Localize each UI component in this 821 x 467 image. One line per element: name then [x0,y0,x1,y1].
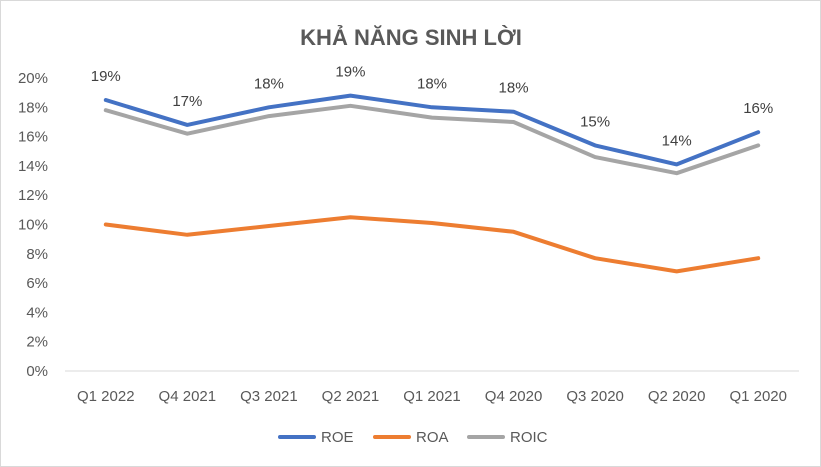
data-point-roic [185,132,189,136]
legend-label-roic: ROIC [510,429,548,446]
data-point-roic [348,104,352,108]
data-point-roe [185,123,189,127]
data-point-roa [267,224,271,228]
x-tick-label: Q1 2021 [403,388,461,405]
data-point-roa [348,215,352,219]
data-label-roe: 18% [254,75,284,92]
x-tick-label: Q4 2020 [485,388,543,405]
data-label-roe: 15% [580,113,610,130]
data-point-roe [267,105,271,109]
x-tick-label: Q3 2020 [566,388,624,405]
y-tick-label: 20% [18,70,48,87]
y-tick-label: 12% [18,187,48,204]
data-label-roe: 14% [662,132,692,149]
series-line-roic [103,103,761,176]
axes: 0% 2% 4% 6% 8% 10% 12% 14% 16% 18% 20% Q1 2022 Q4 20… [18,70,799,405]
x-tick-label: Q1 2022 [77,388,135,405]
series-line-roe [103,93,761,167]
data-point-roic [267,114,271,118]
data-label-roe: 16% [743,100,773,117]
series-lines [103,93,761,274]
data-point-roe [512,110,516,114]
data-point-roe [348,94,352,98]
y-tick-label: 0% [26,363,48,380]
data-point-roa [104,223,108,227]
y-tick-label: 6% [26,275,48,292]
data-point-roe [756,130,760,134]
data-label-roe: 19% [91,68,121,85]
data-point-roa [512,230,516,234]
legend: ROE ROA ROIC [278,429,548,446]
legend-label-roa: ROA [416,429,449,446]
x-tick-label: Q3 2021 [240,388,298,405]
y-tick-label: 10% [18,217,48,234]
data-point-roe [593,143,597,147]
data-point-roe [675,162,679,166]
x-tick-label: Q4 2021 [159,388,217,405]
chart-title: KHẢ NĂNG SINH LỜI [300,25,522,50]
data-point-roe [104,98,108,102]
y-tick-label: 2% [26,334,48,351]
data-label-roe: 18% [499,80,529,97]
data-point-roe [430,105,434,109]
data-point-roic [104,108,108,112]
data-point-roic [593,155,597,159]
y-tick-label: 16% [18,129,48,146]
data-point-roic [756,143,760,147]
data-labels: 19% 17% 18% 19% 18% 18% 15% 14% 16% [91,64,773,150]
x-tick-label: Q1 2020 [729,388,787,405]
x-tick-label: Q2 2021 [322,388,380,405]
y-tick-label: 4% [26,304,48,321]
data-point-roic [430,116,434,120]
y-tick-label: 14% [18,158,48,175]
data-label-roe: 18% [417,75,447,92]
x-tick-label: Q2 2020 [648,388,706,405]
data-label-roe: 19% [335,64,365,81]
data-point-roa [430,221,434,225]
legend-label-roe: ROE [321,429,354,446]
data-point-roa [756,256,760,260]
data-point-roa [593,256,597,260]
data-point-roic [512,120,516,124]
data-point-roic [675,171,679,175]
data-point-roa [675,269,679,273]
y-tick-label: 8% [26,246,48,263]
data-label-roe: 17% [172,93,202,110]
series-line-roa [103,215,761,274]
data-point-roa [185,233,189,237]
y-tick-label: 18% [18,99,48,116]
